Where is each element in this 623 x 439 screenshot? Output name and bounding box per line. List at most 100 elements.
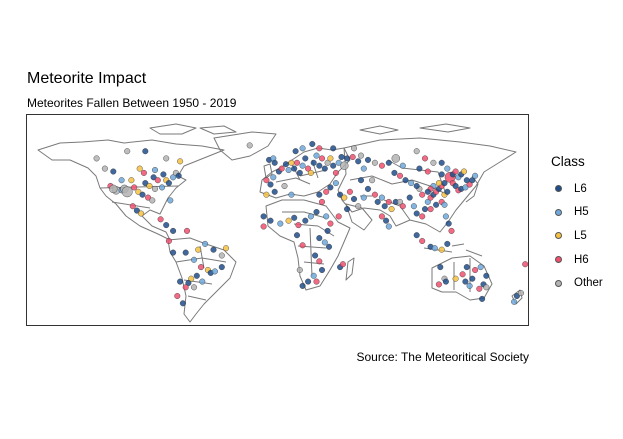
meteorite-point [463, 177, 470, 184]
meteorite-point [330, 162, 337, 169]
meteorite-point [483, 284, 490, 291]
meteorite-point [316, 162, 323, 169]
meteorite-point [378, 162, 385, 169]
meteorite-point [299, 282, 306, 289]
plot-panel-border [26, 114, 529, 326]
meteorite-point [109, 184, 118, 194]
meteorite-point [483, 272, 490, 279]
meteorite-point [295, 222, 302, 229]
meteorite-point [462, 278, 469, 285]
meteorite-point [326, 243, 333, 250]
legend-label: L5 [574, 229, 587, 242]
meteorite-point [135, 188, 142, 195]
greenland-outline [213, 131, 277, 161]
meteorite-point [263, 191, 270, 198]
meteorite-point [340, 161, 349, 170]
meteorite-point [182, 284, 189, 291]
meteorite-point [110, 168, 117, 175]
meteorite-point [406, 194, 413, 201]
meteorite-point [246, 142, 253, 149]
meteorite-point [291, 165, 298, 172]
meteorite-point [358, 152, 365, 159]
chart-caption: Source: The Meteoritical Society [356, 350, 529, 364]
meteorite-point [299, 162, 306, 169]
meteorite-point [335, 213, 342, 220]
meteorite-point [128, 177, 135, 184]
chart-subtitle: Meteorites Fallen Between 1950 - 2019 [27, 96, 237, 110]
meteorite-point [413, 182, 420, 189]
meteorite-point [154, 177, 161, 184]
meteorite-point [452, 275, 459, 282]
meteorite-point [419, 237, 426, 244]
meteorite-point [133, 207, 140, 214]
meteorite-point [218, 264, 225, 271]
meteorite-point [177, 158, 184, 165]
meteorite-point [351, 145, 358, 152]
meteorite-point [469, 275, 476, 282]
meteorite-point [444, 165, 451, 172]
meteorite-point [158, 184, 165, 191]
meteorite-point [438, 171, 445, 178]
meteorite-point [316, 235, 323, 242]
meteorite-point [151, 166, 158, 173]
legend-item-l6: L6 [551, 177, 603, 201]
meteorite-point [344, 206, 351, 213]
meteorite-point [296, 267, 303, 274]
meteorite-point [183, 227, 190, 234]
africa-outline [265, 199, 351, 291]
meteorite-point [339, 261, 346, 268]
meteorite-point [321, 239, 328, 246]
meteorite-point [437, 264, 444, 271]
africa-borders [282, 211, 335, 277]
meteorite-point [285, 166, 292, 173]
meteorite-point [323, 213, 330, 220]
meteorite-point [323, 188, 330, 195]
meteorite-point [341, 194, 348, 201]
legend: Class L6 H5 L5 H6 Other [551, 154, 603, 295]
meteorite-point [288, 159, 295, 166]
meteorite-point [142, 148, 149, 155]
meteorite-point [174, 293, 181, 300]
meteorite-point [195, 246, 202, 253]
meteorite-point [419, 213, 426, 220]
meteorite-point [319, 267, 326, 274]
meteorite-point [360, 194, 367, 201]
meteorite-point [438, 246, 445, 253]
meteorite-point [424, 198, 431, 205]
meteorite-point [391, 169, 398, 176]
meteorite-point [330, 145, 337, 152]
chart-title: Meteorite Impact [27, 70, 147, 87]
meteorite-point [419, 191, 426, 198]
meteorite-point [351, 195, 358, 202]
meteorite-point [355, 203, 362, 210]
meteorite-point [294, 159, 301, 166]
meteorite-point [150, 174, 157, 181]
meteorite-point [438, 159, 445, 166]
meteorite-point [513, 293, 520, 300]
meteorite-point [444, 188, 451, 195]
meteorite-point [218, 252, 225, 259]
meteorite-point [307, 169, 314, 176]
meteorite-point [302, 217, 309, 224]
meteorite-point [321, 165, 328, 172]
meteorite-point [518, 290, 525, 297]
meteorite-point [277, 220, 284, 227]
meteorite-point [324, 159, 331, 166]
meteorite-point [177, 278, 184, 285]
meteorite-point [139, 191, 146, 198]
meteorite-point [371, 159, 378, 166]
meteorite-point [267, 181, 274, 188]
meteorite-point [138, 210, 145, 217]
meteorite-point [441, 201, 448, 208]
meteorite-point [355, 158, 362, 165]
legend-title: Class [551, 154, 585, 169]
legend-item-other: Other [551, 271, 603, 295]
meteorite-point [260, 213, 267, 220]
meteorite-point [378, 194, 385, 201]
meteorite-point [307, 213, 314, 220]
meteorite-point [388, 206, 395, 213]
meteorite-point [466, 282, 473, 289]
meteorite-point [459, 271, 466, 278]
meteorite-point [424, 188, 431, 195]
